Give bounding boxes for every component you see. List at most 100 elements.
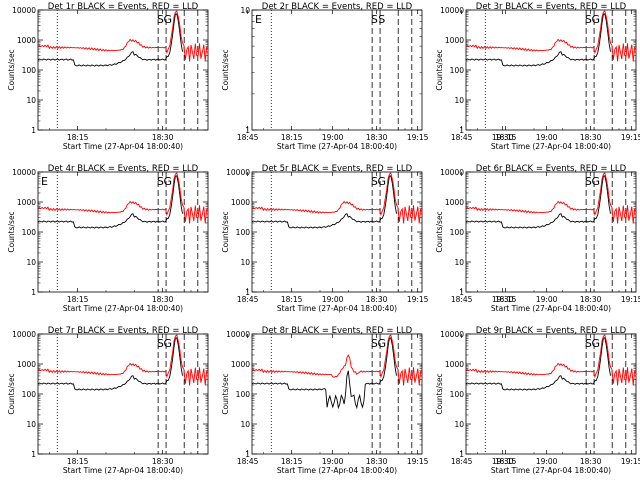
y-tick-label: 10000 bbox=[226, 330, 250, 339]
panel-title: Det 1r BLACK = Events, RED = LLD bbox=[48, 2, 199, 12]
x-tick-label: 18:30 bbox=[366, 295, 388, 304]
x-tick-label: 18:15 bbox=[495, 295, 517, 304]
marker-s: S bbox=[371, 175, 378, 188]
panel-det-3: Det 3r BLACK = Events, RED = LLD 1 10 100 10… bbox=[435, 2, 637, 151]
x-tick-label: 18:15 bbox=[495, 457, 517, 466]
y-tick-label: 100 bbox=[22, 390, 37, 399]
y-axis-label: Counts/sec bbox=[435, 49, 444, 90]
marker-s: S bbox=[157, 13, 164, 26]
series-lld-line bbox=[251, 172, 423, 224]
x-tick-label: 18:45 bbox=[451, 295, 473, 304]
y-tick-label: 10 bbox=[454, 96, 464, 105]
y-axis-label: Counts/sec bbox=[7, 373, 16, 414]
y-tick-label: 1 bbox=[245, 450, 250, 459]
x-tick-label: 18:15 bbox=[67, 133, 89, 142]
y-tick-label: 10000 bbox=[12, 168, 36, 177]
panel-det-8: Det 8r BLACK = Events, RED = LLD 1 10 100 10… bbox=[221, 326, 640, 475]
y-tick-label: 10 bbox=[454, 420, 464, 429]
x-tick-label: 19:00 bbox=[536, 457, 558, 466]
y-tick-label: 1000 bbox=[17, 360, 36, 369]
x-tick-label: 19:15 bbox=[407, 457, 429, 466]
marker-g: G bbox=[592, 13, 601, 26]
marker-s: S bbox=[157, 175, 164, 188]
y-tick-label: 1 bbox=[245, 288, 250, 297]
panel-title: Det 2r BLACK = Events, RED = LLD bbox=[262, 2, 413, 12]
plot-frame bbox=[465, 333, 637, 455]
panel-det-4: Det 4r BLACK = Events, RED = LLD 1 10 100 10… bbox=[7, 164, 514, 313]
x-tick-label: 19:30 bbox=[492, 295, 514, 304]
panel-title: Det 4r BLACK = Events, RED = LLD bbox=[48, 164, 199, 174]
plot-frame bbox=[37, 9, 209, 131]
series-lld-line bbox=[37, 10, 209, 62]
y-tick-label: 10000 bbox=[226, 168, 250, 177]
marker-s-second: S bbox=[378, 13, 385, 26]
x-tick-label: 19:15 bbox=[407, 295, 429, 304]
marker-s: S bbox=[371, 337, 378, 350]
panel-title: Det 6r BLACK = Events, RED = LLD bbox=[476, 164, 627, 174]
marker-g: G bbox=[378, 175, 387, 188]
y-axis-label: Counts/sec bbox=[221, 49, 230, 90]
marker-g: G bbox=[164, 13, 173, 26]
y-tick-label: 10000 bbox=[12, 330, 36, 339]
x-tick-label: 19:00 bbox=[322, 295, 344, 304]
x-tick-label: 19:00 bbox=[536, 295, 558, 304]
x-tick-label: 18:45 bbox=[451, 133, 473, 142]
y-tick-label: 1000 bbox=[17, 36, 36, 45]
series-events-line bbox=[251, 337, 397, 410]
y-tick-label: 100 bbox=[236, 228, 251, 237]
y-axis-label: Counts/sec bbox=[221, 373, 230, 414]
x-tick-label: 18:30 bbox=[580, 457, 602, 466]
x-tick-label: 19:00 bbox=[322, 133, 344, 142]
y-tick-label: 1000 bbox=[445, 360, 464, 369]
series-events-line bbox=[37, 13, 183, 67]
panel-det-1: Det 1r BLACK = Events, RED = LLD 1 10 100 10… bbox=[7, 2, 514, 151]
series-events-line bbox=[37, 337, 183, 391]
panel-det-7: Det 7r BLACK = Events, RED = LLD 1 10 100 10… bbox=[7, 326, 514, 475]
y-tick-label: 10000 bbox=[440, 330, 464, 339]
x-tick-label: 18:15 bbox=[67, 295, 89, 304]
panel-title: Det 3r BLACK = Events, RED = LLD bbox=[476, 2, 627, 12]
plot-frame bbox=[251, 9, 423, 131]
series-events-line bbox=[465, 175, 611, 229]
marker-s: S bbox=[371, 13, 378, 26]
panel-title: Det 8r BLACK = Events, RED = LLD bbox=[262, 326, 413, 336]
x-tick-label: 18:30 bbox=[152, 457, 174, 466]
panel-det-6: Det 6r BLACK = Events, RED = LLD 1 10 100 10… bbox=[435, 164, 637, 313]
panel-det-2: Det 2r BLACK = Events, RED = LLD 1 10 Count… bbox=[221, 2, 640, 151]
x-tick-label: 18:45 bbox=[237, 133, 259, 142]
y-tick-label: 10 bbox=[26, 96, 36, 105]
y-tick-label: 1000 bbox=[17, 198, 36, 207]
x-tick-label: 19:15 bbox=[407, 133, 429, 142]
y-axis-label: Counts/sec bbox=[7, 49, 16, 90]
x-tick-label: 18:15 bbox=[281, 295, 303, 304]
series-lld-line bbox=[465, 334, 637, 386]
y-tick-label: 1 bbox=[459, 126, 464, 135]
y-tick-label: 10 bbox=[26, 420, 36, 429]
marker-g: G bbox=[592, 175, 601, 188]
series-lld-line bbox=[251, 334, 423, 386]
x-tick-label: 18:30 bbox=[366, 457, 388, 466]
plot-frame bbox=[251, 333, 423, 455]
plot-frame bbox=[465, 9, 637, 131]
x-axis-label: Start Time (27-Apr-04 18:00:40) bbox=[491, 142, 611, 151]
series-lld-line bbox=[37, 172, 209, 224]
x-tick-label: 18:30 bbox=[580, 295, 602, 304]
x-tick-label: 19:30 bbox=[492, 457, 514, 466]
y-tick-label: 100 bbox=[236, 390, 251, 399]
y-tick-label: 1000 bbox=[445, 198, 464, 207]
x-tick-label: 18:30 bbox=[580, 133, 602, 142]
y-tick-label: 1 bbox=[31, 288, 36, 297]
panel-det-9: Det 9r BLACK = Events, RED = LLD 1 10 100 10… bbox=[435, 326, 637, 475]
series-events-line bbox=[465, 337, 611, 391]
marker-s: S bbox=[585, 175, 592, 188]
y-tick-label: 1 bbox=[245, 126, 250, 135]
panel-title: Det 9r BLACK = Events, RED = LLD bbox=[476, 326, 627, 336]
y-tick-label: 10 bbox=[240, 258, 250, 267]
x-tick-label: 18:30 bbox=[152, 133, 174, 142]
y-tick-label: 1000 bbox=[231, 360, 250, 369]
x-tick-label: 18:15 bbox=[67, 457, 89, 466]
x-tick-label: 19:15 bbox=[621, 457, 640, 466]
panel-title: Det 5r BLACK = Events, RED = LLD bbox=[262, 164, 413, 174]
